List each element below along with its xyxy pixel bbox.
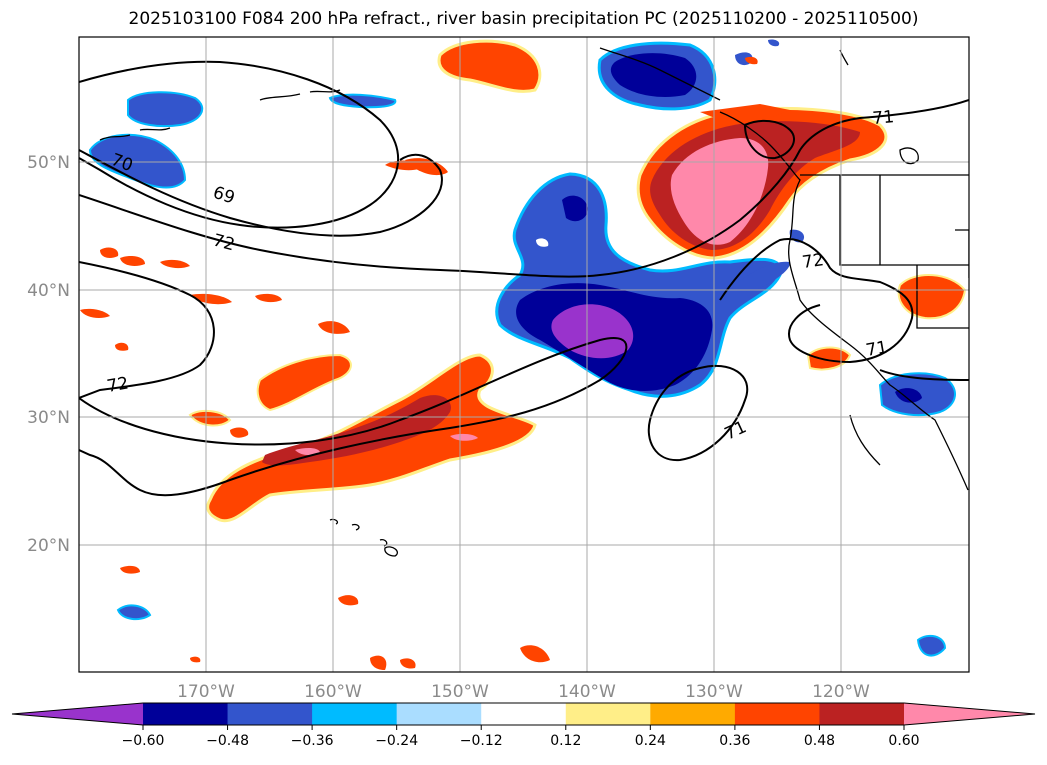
contour-label: 72	[105, 373, 130, 396]
colorbar-extend-high	[904, 703, 1035, 725]
colorbar-segment	[312, 703, 398, 725]
colorbar-ticks: −0.60 −0.48 −0.36 −0.24 −0.12 0.12 0.24 0.36 0.4…	[122, 725, 920, 749]
positive-anomaly-aleutian	[437, 39, 542, 93]
contour-label: 71	[872, 107, 895, 129]
colorbar-tick-label: 0.24	[635, 733, 666, 749]
positive-anomaly-subtropical-band	[188, 353, 537, 523]
lon-label: 150°W	[431, 682, 489, 702]
colorbar	[11, 702, 1036, 726]
colorbar-tick-label: −0.48	[206, 733, 249, 749]
latitude-labels: 50°N 40°N 30°N 20°N	[27, 153, 70, 556]
scattered-anomaly-cells	[80, 39, 967, 670]
plot-frame	[78, 36, 970, 673]
colorbar-segment	[143, 703, 229, 725]
colorbar-segment	[819, 703, 905, 725]
colorbar-tick-label: −0.12	[460, 733, 503, 749]
contour-label: 72	[801, 250, 825, 273]
colorbar-extend-low	[12, 703, 143, 725]
lat-label: 40°N	[27, 281, 70, 301]
colorbar-segment	[650, 703, 736, 725]
colorbar-tick-label: 0.48	[804, 733, 835, 749]
positive-anomaly-pacific-northwest	[636, 104, 888, 260]
colorbar-segment	[734, 703, 820, 725]
graticule	[79, 37, 969, 672]
lat-label: 50°N	[27, 153, 70, 173]
map-title: 2025103100 F084 200 hPa refract., river …	[128, 9, 919, 29]
colorbar-tick-label: −0.60	[122, 733, 165, 749]
colorbar-segment	[396, 703, 482, 725]
longitude-labels: 170°W 160°W 150°W 140°W 130°W 120°W	[177, 682, 870, 702]
colorbar-tick-label: 0.12	[550, 733, 581, 749]
colorbar-segment	[565, 703, 651, 725]
refractivity-contours	[79, 60, 969, 497]
negative-anomaly-alaska	[597, 41, 753, 111]
lat-label: 20°N	[27, 536, 70, 556]
colorbar-segment	[227, 703, 313, 725]
lat-label: 30°N	[27, 408, 70, 428]
coastlines	[99, 47, 969, 557]
lon-label: 160°W	[304, 682, 362, 702]
colorbar-segment	[481, 703, 567, 725]
negative-anomaly-bering	[88, 91, 397, 189]
colorbar-tick-label: −0.36	[291, 733, 334, 749]
lon-label: 140°W	[558, 682, 616, 702]
colorbar-tick-label: 0.36	[719, 733, 750, 749]
colorbar-tick-label: 0.60	[888, 733, 919, 749]
contour-label: 71	[864, 337, 889, 360]
shaded-fields: 69 72 72 72 71 71 71 70	[79, 37, 969, 672]
lon-label: 170°W	[177, 682, 235, 702]
lon-label: 120°W	[812, 682, 870, 702]
lon-label: 130°W	[685, 682, 743, 702]
colorbar-tick-label: −0.24	[375, 733, 418, 749]
